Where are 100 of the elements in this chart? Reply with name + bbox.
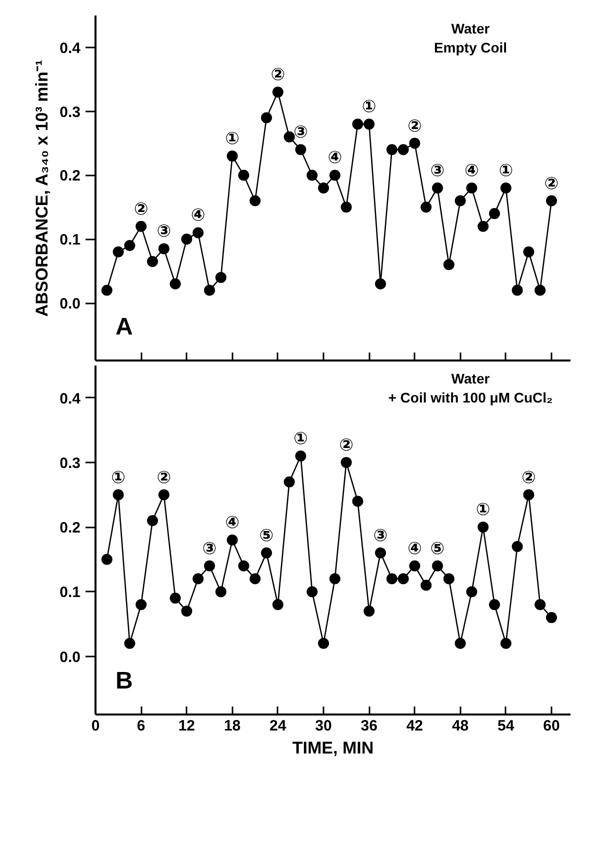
- annotation: A: [116, 314, 133, 340]
- point: [112, 246, 124, 258]
- point: [500, 182, 512, 194]
- point: [238, 170, 250, 181]
- y-tick-label: 0.1: [60, 584, 81, 602]
- annotation: ④: [408, 538, 422, 559]
- point: [512, 284, 523, 296]
- point: [192, 573, 204, 584]
- annotation: ②: [522, 468, 536, 488]
- point: [226, 534, 238, 546]
- point: [329, 170, 340, 181]
- annotation: ③: [430, 161, 445, 181]
- point: [454, 638, 466, 649]
- y-tick-label: 0.1: [60, 232, 81, 249]
- point: [306, 586, 318, 598]
- point: [489, 208, 500, 220]
- point: [204, 560, 215, 572]
- annotation: ③: [202, 538, 217, 559]
- y-axis-title: ABSORBANCE, A₃₄₀ x 10³ min⁻¹: [32, 60, 52, 317]
- x-axis-title: TIME, MIN: [292, 738, 374, 758]
- point: [523, 489, 534, 500]
- annotation: ①: [225, 129, 240, 150]
- point: [352, 496, 364, 507]
- annotation: ①: [294, 428, 308, 449]
- x-tick-label: 48: [452, 718, 469, 734]
- annotation: ①: [362, 97, 376, 118]
- annotation: ④: [190, 206, 206, 226]
- point: [432, 182, 443, 194]
- point: [158, 243, 170, 254]
- point: [546, 612, 557, 624]
- point: [238, 560, 250, 572]
- point: [147, 256, 158, 267]
- point: [215, 586, 226, 598]
- point: [500, 638, 512, 649]
- point: [420, 580, 432, 591]
- x-tick-label: 0: [91, 718, 100, 734]
- y-tick-label: 0.0: [60, 296, 81, 312]
- annotation: ③: [294, 122, 308, 143]
- point: [204, 284, 215, 296]
- point: [386, 144, 398, 156]
- point: [215, 272, 226, 283]
- annotation: ⑤: [259, 526, 274, 546]
- annotation: ②: [339, 435, 354, 456]
- point: [546, 195, 557, 206]
- x-tick-label: 12: [178, 718, 196, 734]
- point: [124, 638, 136, 649]
- point: [340, 202, 352, 213]
- annotation: ④: [464, 161, 479, 181]
- point: [398, 144, 409, 156]
- point: [534, 284, 546, 296]
- x-tick-label: 42: [406, 718, 424, 734]
- x-tick-label: 30: [315, 718, 332, 734]
- y-tick-label: 0.2: [60, 520, 81, 537]
- annotation: ①: [476, 500, 490, 520]
- point: [170, 278, 181, 290]
- point: [181, 606, 192, 617]
- y-tick-label: 0.2: [60, 168, 81, 185]
- point: [284, 131, 295, 142]
- point: [318, 638, 329, 649]
- point: [443, 259, 454, 270]
- annotation: ④: [328, 148, 342, 168]
- x-tick-label: 18: [224, 718, 241, 734]
- annotation: ②: [270, 65, 286, 86]
- point: [432, 560, 443, 572]
- text: Water Empty Coil: [434, 20, 508, 56]
- point: [375, 278, 386, 290]
- point: [398, 573, 409, 584]
- point: [250, 573, 261, 584]
- point: [512, 540, 523, 552]
- point: [261, 112, 272, 124]
- x-tick-label: 6: [136, 718, 146, 734]
- point: [478, 220, 489, 232]
- point: [306, 170, 318, 181]
- annotation: ③: [156, 222, 172, 242]
- point: [534, 599, 546, 610]
- point: [340, 456, 352, 468]
- point: [443, 573, 454, 584]
- point: [112, 489, 124, 500]
- point: [192, 227, 204, 238]
- point: [409, 138, 420, 149]
- point: [250, 195, 261, 206]
- point: [523, 246, 534, 258]
- point: [454, 195, 466, 206]
- point: [466, 182, 478, 194]
- y-tick-label: 0.3: [60, 454, 81, 472]
- point: [284, 476, 295, 488]
- point: [489, 599, 500, 610]
- point: [136, 599, 147, 610]
- x-tick-label: 60: [543, 718, 560, 734]
- x-tick-label: 24: [270, 718, 287, 734]
- point: [170, 592, 181, 604]
- annotation: ①: [498, 161, 514, 181]
- point: [386, 573, 398, 584]
- x-tick-label: 54: [498, 718, 515, 734]
- point: [466, 586, 478, 598]
- point: [420, 202, 432, 213]
- y-tick-label: 0.4: [60, 40, 82, 57]
- point: [364, 118, 375, 130]
- point: [147, 515, 158, 526]
- point: [136, 220, 147, 232]
